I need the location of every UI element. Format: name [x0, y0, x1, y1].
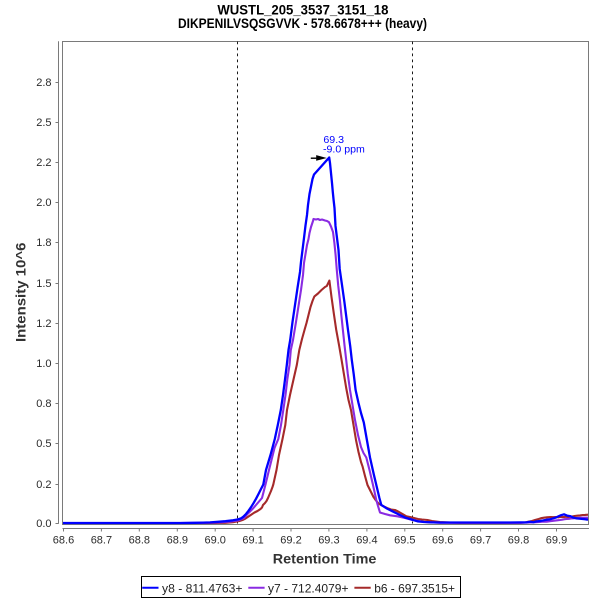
- svg-text:69.7: 69.7: [470, 535, 491, 547]
- svg-text:69.0: 69.0: [204, 535, 225, 547]
- svg-text:b6 - 697.3515+: b6 - 697.3515+: [374, 581, 455, 595]
- svg-text:69.8: 69.8: [508, 535, 529, 547]
- svg-text:0.2: 0.2: [36, 479, 51, 491]
- svg-text:y8 - 811.4763+: y8 - 811.4763+: [162, 581, 243, 595]
- svg-text:2.8: 2.8: [36, 77, 51, 89]
- svg-text:1.5: 1.5: [36, 278, 51, 290]
- svg-text:DIKPENILVSQSGVVK - 578.6678+++: DIKPENILVSQSGVVK - 578.6678+++ (heavy): [178, 16, 427, 31]
- svg-text:1.0: 1.0: [36, 358, 51, 370]
- svg-text:69.4: 69.4: [356, 535, 377, 547]
- svg-text:69.5: 69.5: [394, 535, 415, 547]
- svg-text:Retention Time: Retention Time: [273, 550, 377, 566]
- svg-text:68.7: 68.7: [91, 535, 112, 547]
- svg-text:68.6: 68.6: [53, 535, 74, 547]
- svg-text:y7 - 712.4079+: y7 - 712.4079+: [268, 581, 349, 595]
- svg-text:2.2: 2.2: [36, 157, 51, 169]
- svg-text:Intensity 10^6: Intensity 10^6: [12, 242, 28, 342]
- svg-text:68.8: 68.8: [129, 535, 150, 547]
- svg-text:0.0: 0.0: [36, 518, 51, 530]
- svg-text:69.9: 69.9: [546, 535, 567, 547]
- svg-text:2.5: 2.5: [36, 117, 51, 129]
- svg-text:69.2: 69.2: [280, 535, 301, 547]
- svg-text:69.3: 69.3: [323, 135, 344, 146]
- svg-text:69.3: 69.3: [318, 535, 339, 547]
- svg-text:2.0: 2.0: [36, 197, 51, 209]
- svg-text:69.6: 69.6: [432, 535, 453, 547]
- svg-text:1.8: 1.8: [36, 237, 51, 249]
- svg-text:0.8: 0.8: [36, 398, 51, 410]
- svg-text:-9.0 ppm: -9.0 ppm: [323, 144, 365, 155]
- svg-text:0.5: 0.5: [36, 438, 51, 450]
- svg-text:1.2: 1.2: [36, 318, 51, 330]
- svg-text:69.1: 69.1: [242, 535, 263, 547]
- svg-text:WUSTL_205_3537_3151_18: WUSTL_205_3537_3151_18: [217, 2, 388, 18]
- svg-text:68.9: 68.9: [167, 535, 188, 547]
